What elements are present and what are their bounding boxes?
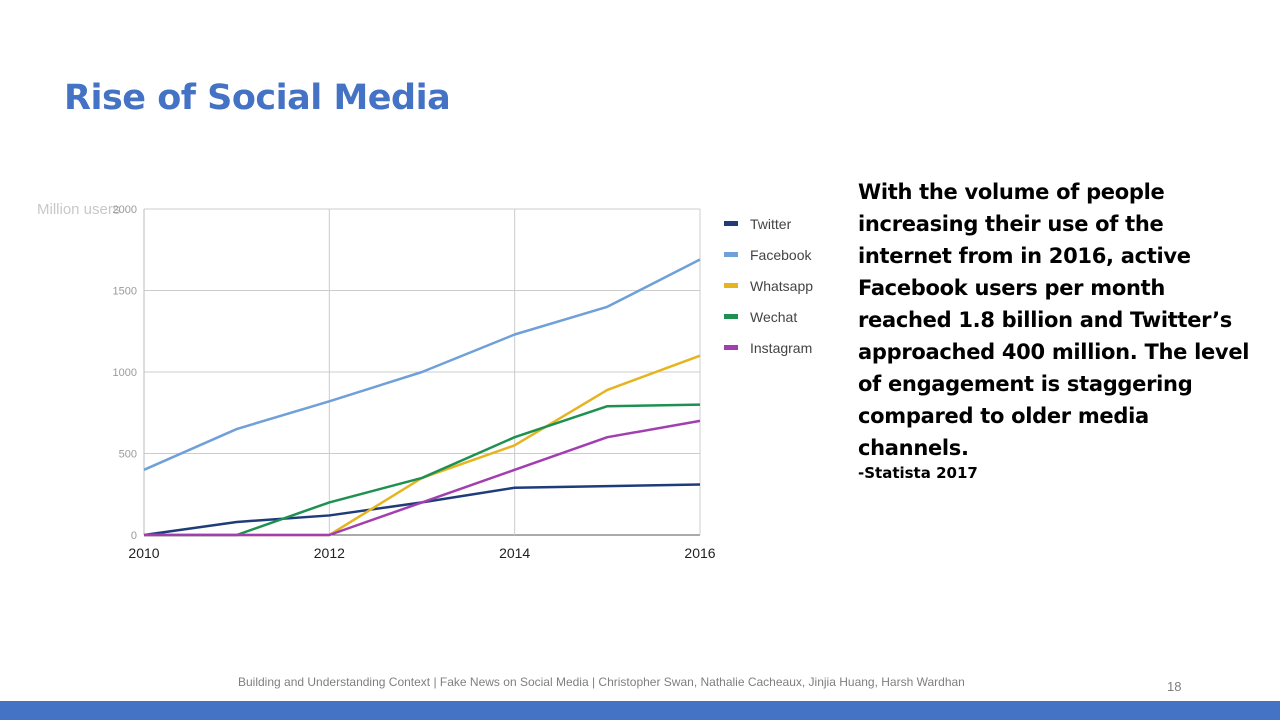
legend-swatch (724, 252, 738, 257)
y-axis-title: Million users (37, 201, 121, 218)
legend-label: Wechat (750, 308, 798, 325)
y-tick-label: 1500 (113, 286, 137, 298)
x-tick-label: 2016 (684, 545, 715, 561)
series-line-instagram (144, 419, 701, 537)
y-tick-label: 500 (119, 449, 137, 461)
x-tick-label: 2012 (314, 545, 345, 561)
legend-item-whatsapp: Whatsapp (724, 270, 813, 301)
x-tick-label: 2014 (499, 545, 530, 561)
series-line-facebook (143, 258, 701, 471)
legend-label: Facebook (750, 246, 812, 263)
legend-swatch (724, 345, 738, 350)
legend-item-twitter: Twitter (724, 208, 813, 239)
legend-item-instagram: Instagram (724, 332, 813, 363)
footer-text: Building and Understanding Context | Fak… (238, 675, 965, 689)
legend-label: Whatsapp (750, 277, 814, 294)
source-citation: -Statista 2017 (858, 464, 978, 482)
y-tick-label: 2000 (113, 204, 137, 216)
series-line-wechat (144, 403, 701, 537)
legend-swatch (724, 221, 738, 226)
x-tick-label: 2010 (128, 545, 159, 561)
chart-legend: Twitter Facebook Whatsapp Wechat Instagram (724, 208, 813, 363)
legend-item-wechat: Wechat (724, 301, 813, 332)
legend-label: Instagram (750, 339, 813, 356)
page-number: 18 (1167, 679, 1182, 694)
series-line-whatsapp (144, 354, 701, 537)
legend-label: Twitter (750, 215, 792, 232)
y-tick-label: 0 (131, 530, 137, 542)
slide-title: Rise of Social Media (64, 78, 451, 118)
y-tick-label: 1000 (113, 367, 137, 379)
body-paragraph: With the volume of people increasing the… (858, 180, 1250, 460)
bottom-accent-bar (0, 701, 1280, 720)
legend-swatch (724, 314, 738, 319)
series-line-twitter (143, 483, 701, 537)
legend-swatch (724, 283, 738, 288)
legend-item-facebook: Facebook (724, 239, 813, 270)
